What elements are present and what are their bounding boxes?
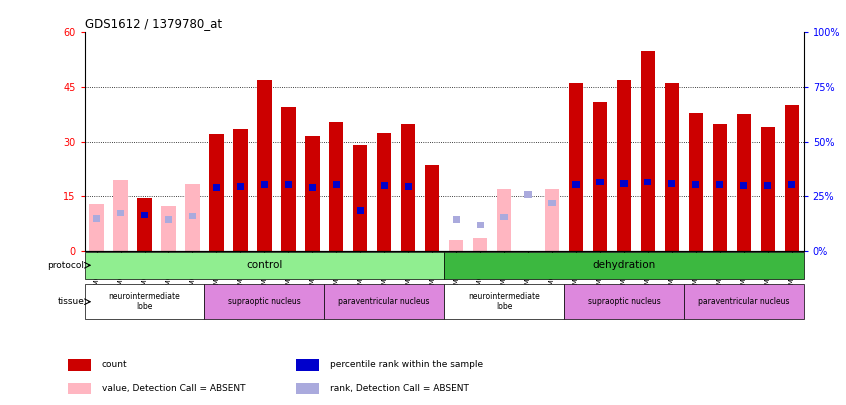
Text: protocol: protocol	[47, 261, 85, 270]
Bar	[189, 213, 196, 220]
Bar	[93, 215, 100, 222]
Text: supraoptic nucleus: supraoptic nucleus	[228, 297, 300, 306]
Text: value, Detection Call = ABSENT: value, Detection Call = ABSENT	[102, 384, 245, 393]
Bar	[261, 181, 268, 188]
Bar	[617, 80, 631, 251]
Bar	[740, 182, 747, 189]
Bar	[404, 183, 412, 190]
Bar	[309, 184, 316, 191]
Bar	[573, 181, 580, 188]
Bar	[712, 124, 727, 251]
Bar	[209, 134, 223, 251]
Bar	[90, 204, 104, 251]
Bar	[257, 80, 272, 251]
Text: control: control	[246, 260, 283, 270]
Bar	[525, 191, 531, 198]
Bar	[357, 207, 364, 214]
Bar	[569, 83, 583, 251]
Bar	[141, 212, 148, 218]
Bar	[377, 133, 392, 251]
Text: supraoptic nucleus: supraoptic nucleus	[588, 297, 660, 306]
Text: count: count	[102, 360, 128, 369]
Bar	[85, 252, 444, 279]
Bar	[788, 181, 795, 188]
Bar	[476, 222, 484, 228]
Bar	[640, 51, 655, 251]
Bar	[324, 284, 444, 319]
Bar	[665, 83, 679, 251]
Bar	[68, 383, 91, 394]
Bar	[453, 216, 459, 223]
Bar	[237, 183, 244, 190]
Bar	[764, 182, 772, 189]
Text: dehydration: dehydration	[592, 260, 656, 270]
Bar	[564, 284, 684, 319]
Text: tissue: tissue	[58, 297, 85, 306]
Bar	[497, 189, 511, 251]
Bar	[784, 105, 799, 251]
Text: GDS1612 / 1379780_at: GDS1612 / 1379780_at	[85, 17, 222, 30]
Bar	[620, 180, 628, 187]
Bar	[593, 102, 607, 251]
Bar	[501, 214, 508, 220]
Text: paraventricular nucleus: paraventricular nucleus	[698, 297, 789, 306]
Bar	[668, 180, 675, 187]
Bar	[596, 179, 603, 185]
Bar	[692, 181, 700, 188]
Bar	[737, 115, 751, 251]
Bar	[717, 181, 723, 188]
Text: neurointermediate
lobe: neurointermediate lobe	[108, 292, 180, 311]
Bar	[444, 284, 564, 319]
Bar	[761, 127, 775, 251]
Bar	[162, 206, 176, 251]
Text: neurointermediate
lobe: neurointermediate lobe	[468, 292, 540, 311]
Bar	[353, 145, 367, 251]
Bar	[381, 182, 387, 189]
Text: percentile rank within the sample: percentile rank within the sample	[330, 360, 483, 369]
Bar	[85, 284, 205, 319]
Bar	[185, 184, 200, 251]
Bar	[113, 180, 128, 251]
Bar	[473, 238, 487, 251]
Bar	[401, 124, 415, 251]
Bar	[305, 136, 320, 251]
Bar	[548, 200, 556, 206]
Bar	[281, 107, 295, 251]
Bar	[285, 181, 292, 188]
Bar	[425, 165, 439, 251]
Bar	[332, 181, 340, 188]
Bar	[205, 284, 324, 319]
Bar	[689, 113, 703, 251]
Bar	[165, 216, 172, 223]
Bar	[296, 359, 319, 371]
Bar	[684, 284, 804, 319]
Bar	[444, 252, 804, 279]
Bar	[449, 240, 464, 251]
Bar	[233, 129, 248, 251]
Bar	[68, 359, 91, 371]
Bar	[329, 122, 343, 251]
Bar	[213, 184, 220, 191]
Bar	[665, 142, 679, 251]
Bar	[117, 209, 124, 216]
Bar	[296, 383, 319, 394]
Text: rank, Detection Call = ABSENT: rank, Detection Call = ABSENT	[330, 384, 470, 393]
Bar	[645, 179, 651, 185]
Bar	[545, 189, 559, 251]
Text: paraventricular nucleus: paraventricular nucleus	[338, 297, 430, 306]
Bar	[137, 198, 151, 251]
